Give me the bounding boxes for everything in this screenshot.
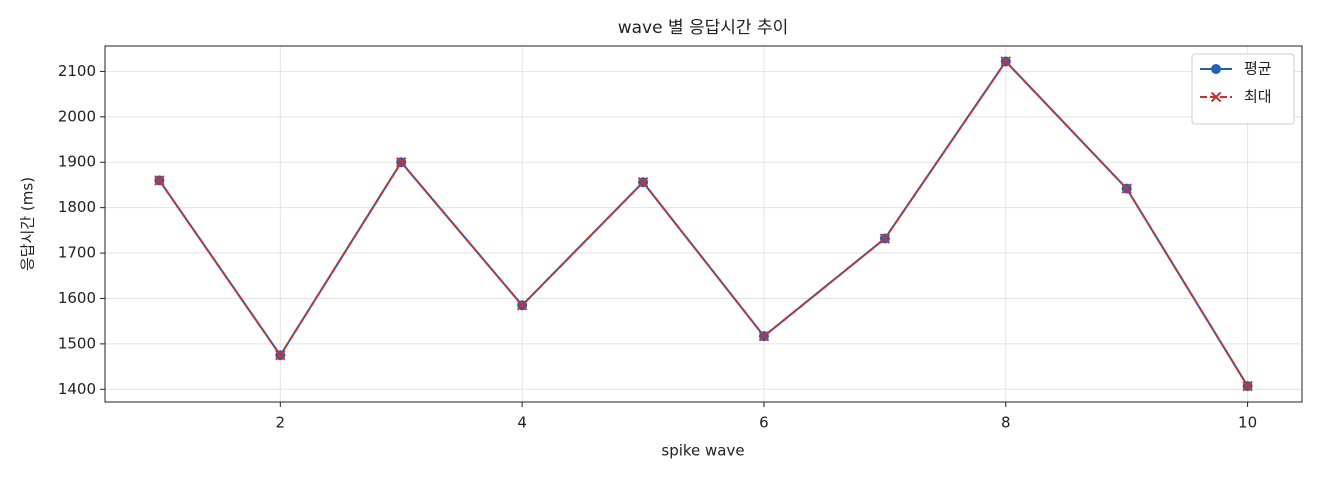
data-point — [1242, 380, 1253, 392]
y-axis-label: 응답시간 (ms) — [19, 177, 37, 271]
chart-title: wave 별 응답시간 추이 — [618, 18, 789, 38]
x-tick-label: 6 — [759, 414, 769, 432]
x-tick-label: 8 — [1001, 414, 1011, 432]
data-point — [758, 330, 770, 342]
x-tick-label: 10 — [1238, 414, 1257, 432]
y-tick-label: 1900 — [58, 153, 96, 171]
data-point — [879, 233, 891, 244]
legend-marker — [1211, 64, 1221, 74]
data-point — [1121, 183, 1132, 194]
data-point — [637, 177, 649, 188]
x-tick-label: 4 — [517, 414, 527, 432]
y-tick-label: 1800 — [58, 198, 96, 216]
data-point — [516, 300, 528, 311]
y-tick-label: 2000 — [58, 107, 96, 125]
y-tick-label: 1400 — [58, 380, 96, 398]
data-point — [396, 157, 407, 168]
data-point — [154, 175, 165, 186]
y-tick-label: 1700 — [58, 244, 96, 262]
x-tick-label: 2 — [276, 414, 286, 432]
plot-frame — [104, 45, 1303, 403]
series-line — [158, 59, 1249, 387]
legend-label: 최대 — [1244, 88, 1272, 106]
y-tick-label: 1600 — [58, 289, 96, 307]
y-tick-label: 1500 — [58, 334, 96, 352]
legend-label: 평균 — [1244, 60, 1272, 78]
legend-box — [1191, 53, 1295, 125]
y-tick-label: 2100 — [58, 62, 96, 80]
data-point — [1000, 56, 1011, 67]
legend-marker — [1210, 91, 1222, 103]
data-point — [275, 350, 286, 361]
x-axis-label: spike wave — [661, 442, 744, 460]
